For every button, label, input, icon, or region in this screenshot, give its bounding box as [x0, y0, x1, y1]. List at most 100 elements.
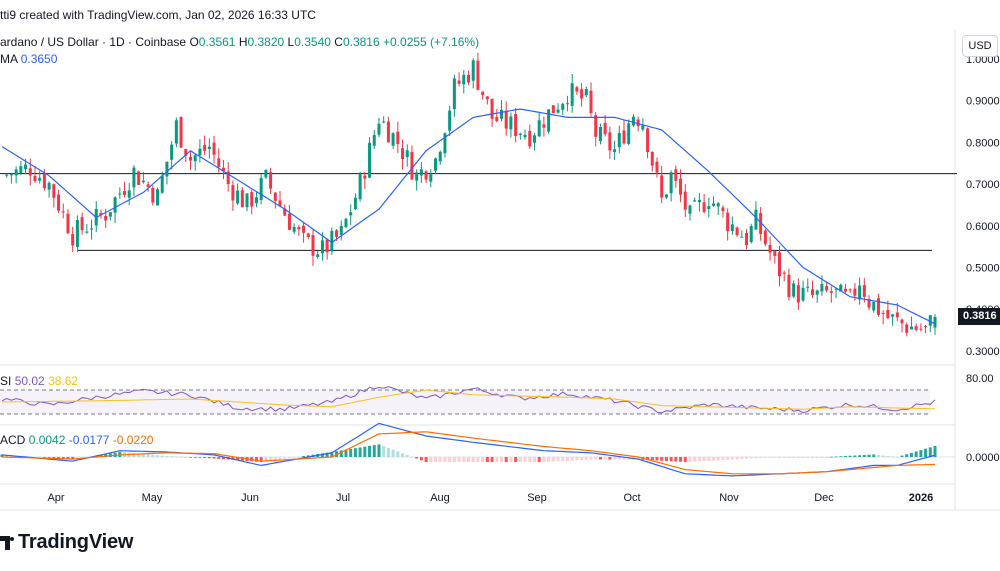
- candle-body: [834, 288, 838, 290]
- time-tick-label: 2026: [909, 492, 933, 504]
- candle-body: [532, 135, 536, 143]
- candle-body: [528, 130, 532, 147]
- candle-body: [613, 149, 617, 153]
- candle-body: [858, 285, 862, 300]
- candle-body: [90, 228, 94, 230]
- macd-histogram-bar: [349, 448, 353, 457]
- macd-histogram-bar: [236, 457, 240, 461]
- candle-body: [754, 209, 758, 230]
- macd-histogram-bar: [688, 457, 692, 462]
- candle-body: [335, 230, 339, 237]
- ma-line: [1, 108, 936, 325]
- macd-histogram-bar: [909, 452, 913, 457]
- candle-body: [825, 286, 829, 291]
- macd-histogram-bar: [735, 457, 739, 460]
- rsi-tick-label: 80.00: [966, 373, 994, 385]
- candle-body: [415, 172, 419, 181]
- candle-body: [254, 197, 258, 204]
- candle-body: [575, 87, 579, 92]
- candle-body: [410, 151, 414, 180]
- macd-histogram-bar: [193, 457, 197, 458]
- currency-button[interactable]: USD: [962, 35, 998, 57]
- macd-histogram-bar: [184, 457, 188, 458]
- rsi-ma-value: 38.62: [48, 374, 79, 388]
- candle-body: [236, 190, 240, 204]
- macd-histogram-bar: [99, 454, 103, 457]
- macd-histogram-bar: [151, 454, 155, 457]
- candle-body: [603, 122, 607, 135]
- candle-body: [368, 142, 372, 178]
- macd-histogram-bar: [876, 454, 880, 457]
- macd-histogram-bar: [810, 457, 814, 458]
- candle-body: [123, 191, 127, 195]
- candle-body: [792, 283, 796, 297]
- macd-histogram-bar: [853, 455, 857, 457]
- macd-histogram-bar: [792, 457, 796, 458]
- tradingview-logo[interactable]: TradingView: [0, 529, 133, 555]
- candle-body: [104, 215, 108, 221]
- macd-histogram-bar: [302, 455, 306, 457]
- candle-body: [768, 244, 772, 253]
- candle-body: [292, 226, 296, 232]
- candle-body: [448, 110, 452, 131]
- candle-body: [61, 211, 65, 213]
- time-tick-label: Apr: [47, 492, 64, 504]
- candle-body: [14, 169, 18, 176]
- macd-histogram-bar: [919, 450, 923, 457]
- macd-histogram-bar: [457, 457, 461, 463]
- macd-histogram-bar: [768, 457, 772, 458]
- macd-histogram-bar: [188, 457, 192, 458]
- macd-histogram-bar: [561, 457, 565, 462]
- time-tick-label: Jun: [241, 492, 259, 504]
- candle-body: [457, 80, 461, 84]
- macd-histogram-bar: [886, 455, 890, 457]
- symbol-name: ardano / US Dollar · 1D · Coinbase: [0, 35, 187, 49]
- candle-body: [405, 150, 409, 157]
- brand-name: TradingView: [18, 530, 134, 553]
- macd-histogram-bar: [38, 457, 42, 458]
- candle-body: [617, 132, 621, 148]
- macd-histogram-bar: [382, 446, 386, 457]
- macd-histogram-bar: [57, 457, 61, 459]
- ma-legend: MA 0.3650: [0, 52, 57, 66]
- macd-histogram-bar: [674, 457, 678, 462]
- low-value: 0.3540: [294, 35, 331, 49]
- macd-histogram-bar: [391, 449, 395, 457]
- macd-histogram-bar: [259, 457, 263, 463]
- candle-body: [537, 120, 541, 137]
- macd-histogram-bar: [726, 457, 730, 460]
- candle-body: [721, 207, 725, 212]
- candle-body: [641, 125, 645, 130]
- macd-histogram-bar: [900, 455, 904, 457]
- candle-body: [608, 132, 612, 151]
- macd-histogram-bar: [523, 457, 527, 463]
- macd-histogram-bar: [339, 450, 343, 457]
- tradingview-icon: [0, 536, 14, 550]
- candle-body: [38, 177, 42, 181]
- candle-body: [226, 171, 230, 185]
- macd-histogram-bar: [839, 456, 843, 458]
- macd-histogram-bar: [405, 454, 409, 457]
- macd-histogram-bar: [495, 457, 499, 463]
- candle-body: [547, 109, 551, 132]
- macd-histogram-bar: [801, 457, 805, 458]
- candle-body: [179, 117, 183, 148]
- time-tick-label: Jul: [336, 492, 350, 504]
- candle-body: [188, 156, 192, 161]
- candle-body: [712, 203, 716, 206]
- candle-body: [151, 187, 155, 203]
- candle-body: [481, 91, 485, 95]
- candle-body: [325, 239, 329, 253]
- time-tick-label: Aug: [430, 492, 450, 504]
- candle-body: [707, 206, 711, 210]
- candle-body: [221, 167, 225, 171]
- candle-body: [259, 177, 263, 200]
- candle-body: [302, 225, 306, 233]
- macd-histogram-bar: [61, 457, 65, 459]
- candle-body: [165, 161, 169, 177]
- candle-body: [419, 169, 423, 176]
- macd-histogram-bar: [80, 457, 84, 459]
- candle-body: [509, 116, 513, 130]
- macd-histogram-bar: [721, 457, 725, 461]
